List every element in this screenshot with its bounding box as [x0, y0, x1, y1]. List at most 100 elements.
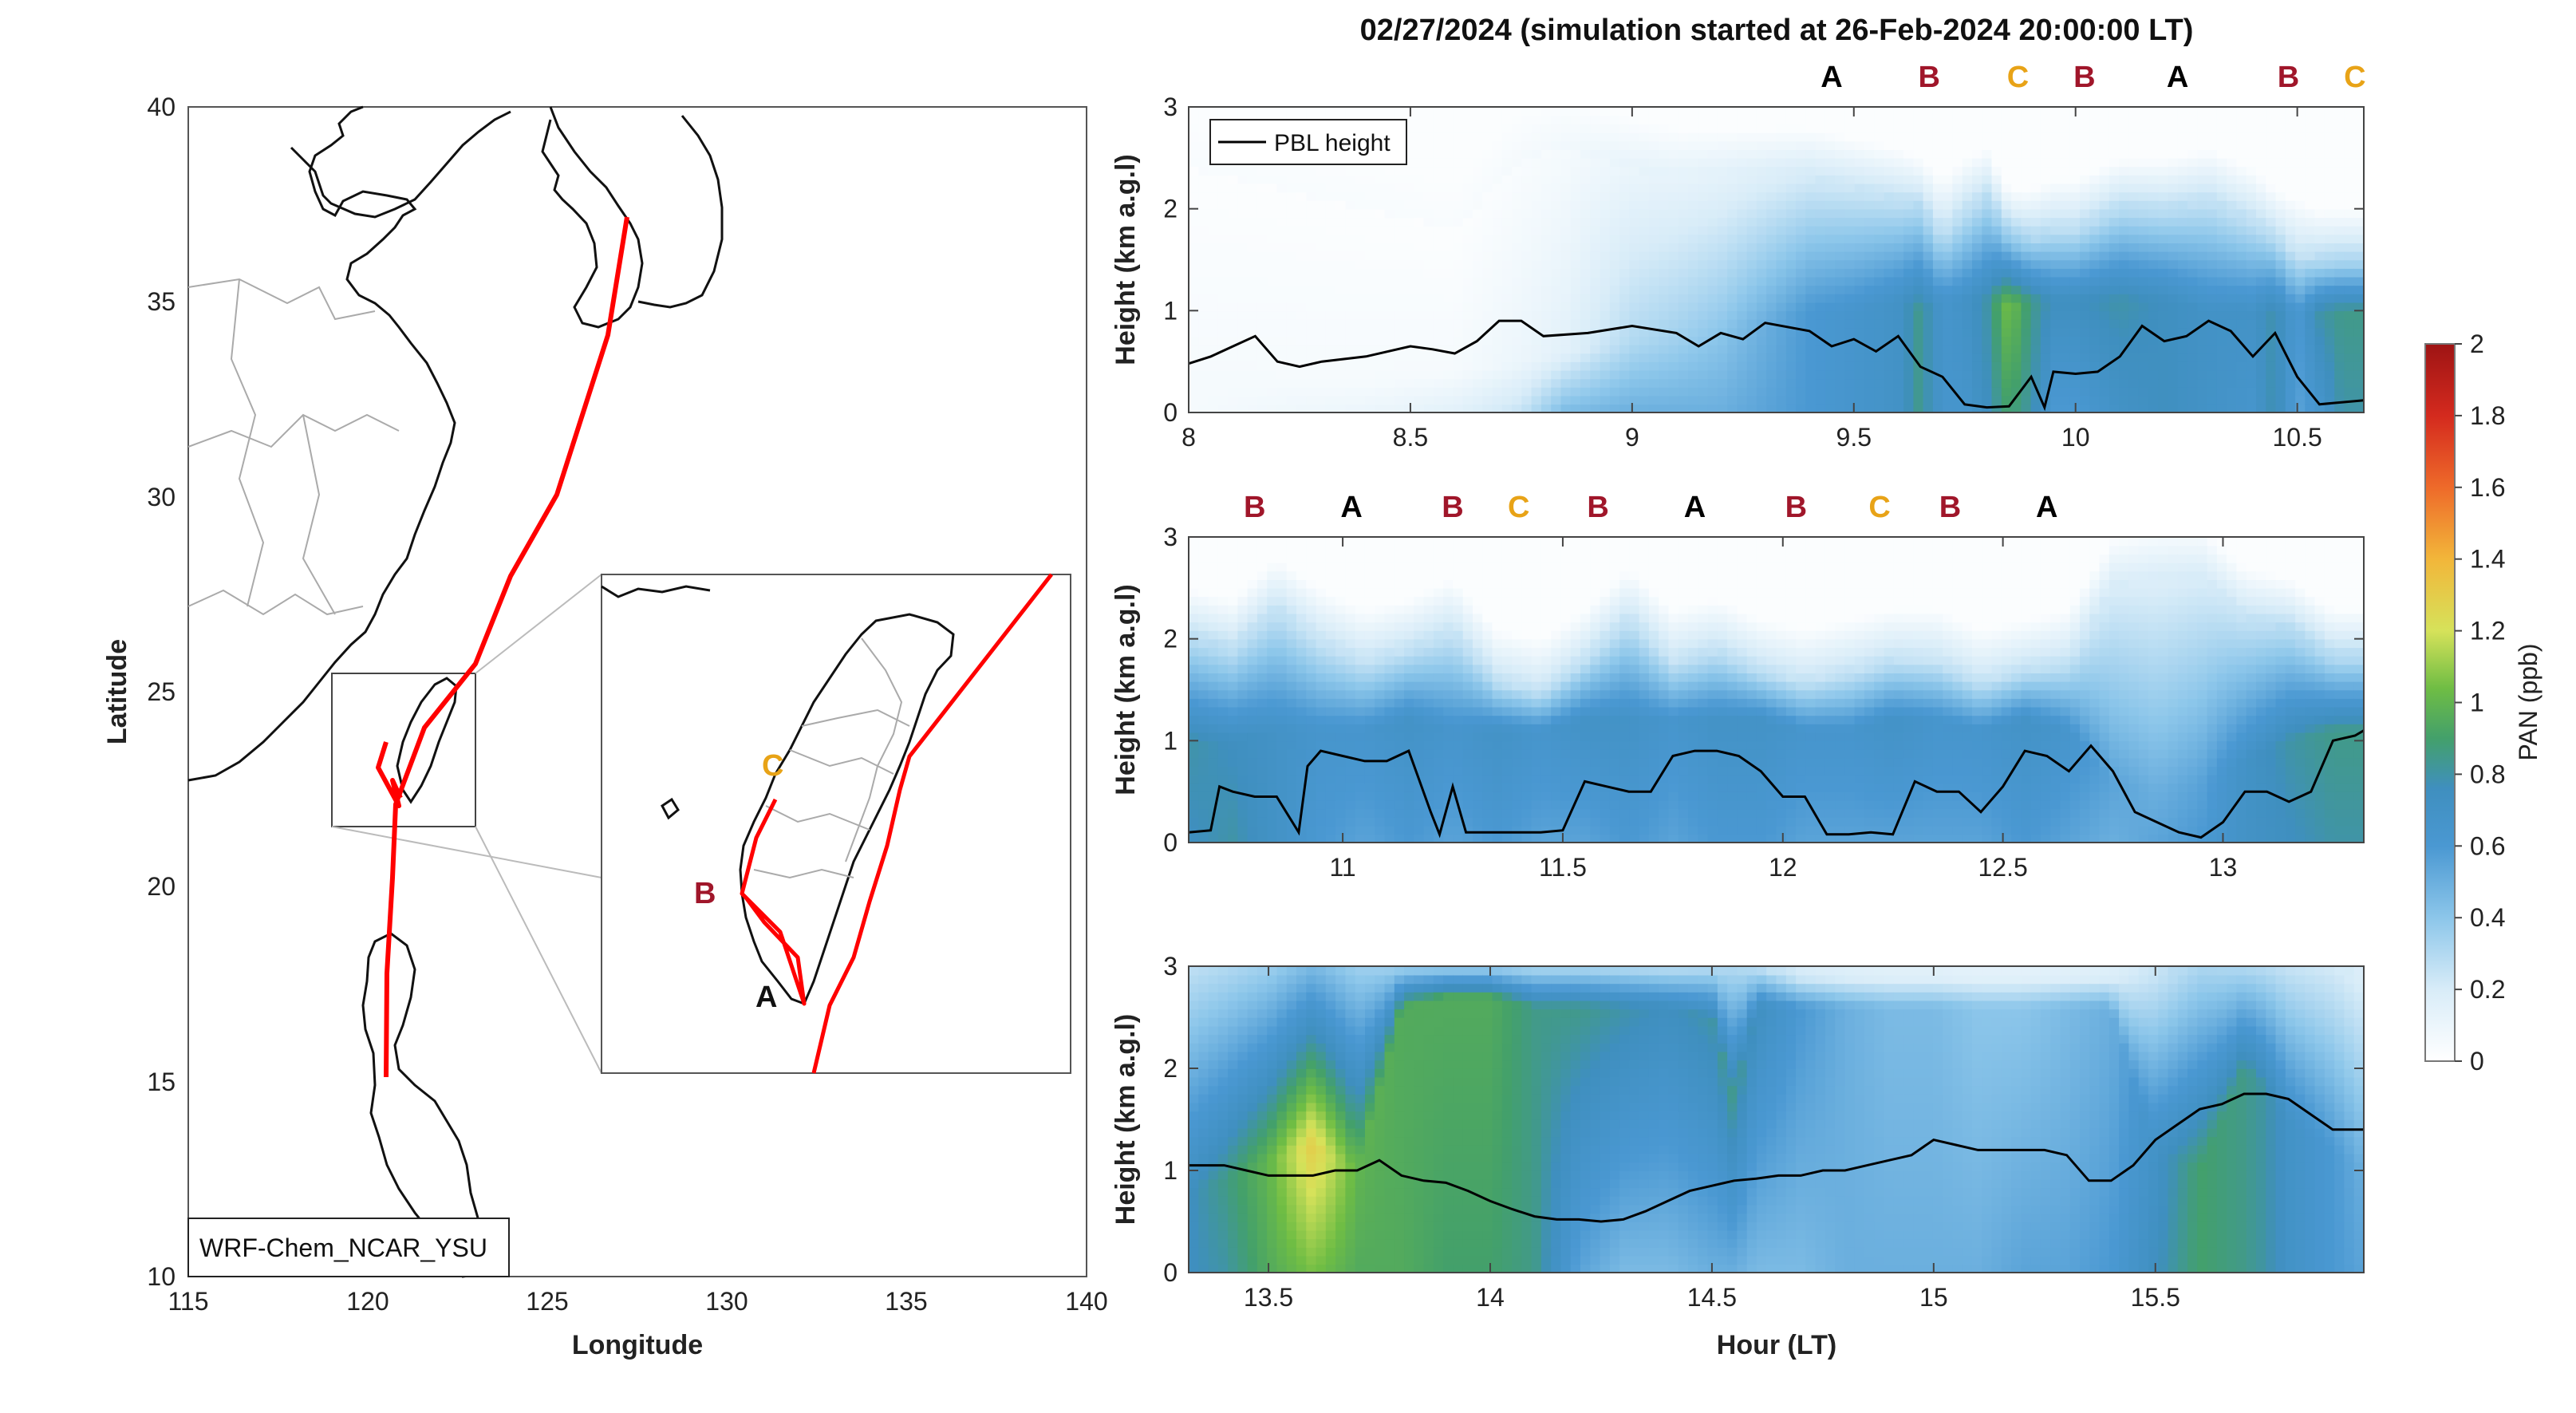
heatmap-cell — [1385, 370, 1395, 379]
heatmap-cell — [2247, 336, 2257, 345]
heatmap-cell — [1414, 243, 1424, 251]
heatmap-cell — [1913, 107, 1923, 116]
heatmap-cell — [1189, 132, 1199, 141]
heatmap-cell — [1267, 665, 1277, 673]
heatmap-cell — [2247, 107, 2257, 116]
heatmap-cell — [1287, 698, 1297, 707]
heatmap-cell — [1335, 647, 1346, 656]
heatmap-cell — [1864, 235, 1875, 243]
heatmap-cell — [1316, 268, 1327, 277]
heatmap-cell — [1766, 116, 1777, 124]
heatmap-cell — [1189, 175, 1199, 184]
heatmap-cell — [2197, 294, 2207, 302]
heatmap-cell — [1267, 800, 1277, 809]
heatmap-cell — [1355, 378, 1366, 387]
heatmap-cell — [2021, 396, 2031, 405]
heatmap-cell — [2266, 370, 2276, 379]
heatmap-cell — [2128, 184, 2139, 192]
heatmap-cell — [1747, 243, 1757, 251]
heatmap-cell — [1786, 226, 1797, 235]
heatmap-cell — [1698, 209, 1708, 218]
heatmap-cell — [1571, 345, 1581, 353]
heatmap-cell — [1639, 378, 1650, 387]
heatmap-cell — [1404, 361, 1414, 370]
heatmap-cell — [1835, 302, 1845, 311]
heatmap-cell — [1218, 698, 1229, 707]
heatmap-cell — [2119, 387, 2129, 396]
heatmap-cell — [1963, 251, 1973, 260]
heatmap-cell — [1267, 268, 1277, 277]
heatmap-cell — [1257, 707, 1268, 716]
heatmap-cell — [2061, 285, 2071, 294]
heatmap-cell — [1619, 378, 1630, 387]
heatmap-cell — [1698, 175, 1708, 184]
heatmap-cell — [2080, 132, 2090, 141]
heatmap-cell — [1493, 191, 1503, 200]
heatmap-cell — [2002, 141, 2012, 150]
heatmap-cell — [1395, 378, 1405, 387]
heatmap-cell — [2207, 200, 2218, 209]
heatmap-cell — [1287, 665, 1297, 673]
heatmap-cell — [1551, 260, 1561, 269]
heatmap-cell — [1796, 132, 1806, 141]
heatmap-cell — [1473, 378, 1483, 387]
heatmap-cell — [1287, 656, 1297, 665]
heatmap-cell — [1248, 319, 1258, 328]
heatmap-cell — [2050, 361, 2061, 370]
heatmap-cell — [1992, 319, 2002, 328]
heatmap-cell — [2207, 294, 2218, 302]
x-tick-label: 9.5 — [1836, 423, 1872, 452]
heatmap-cell — [1825, 302, 1836, 311]
heatmap-cell — [2041, 302, 2051, 311]
heatmap-cell — [1209, 319, 1219, 328]
heatmap-cell — [1874, 251, 1884, 260]
heatmap-cell — [1835, 116, 1845, 124]
heatmap-cell — [1669, 285, 1679, 294]
heatmap-cell — [1835, 226, 1845, 235]
heatmap-cell — [1619, 226, 1630, 235]
heatmap-cell — [2119, 107, 2129, 116]
heatmap-cell — [1453, 277, 1463, 286]
heatmap-cell — [2207, 235, 2218, 243]
heatmap-cell — [1287, 277, 1297, 286]
heatmap-cell — [1816, 387, 1826, 396]
heatmap-cell — [1649, 158, 1659, 167]
y-tick-label: 0 — [1163, 398, 1178, 427]
heatmap-cell — [1982, 116, 1992, 124]
heatmap-cell — [1277, 209, 1288, 218]
heatmap-cell — [1248, 724, 1258, 732]
heatmap-cell — [1561, 124, 1572, 132]
heatmap-cell — [1708, 345, 1718, 353]
heatmap-cell — [1541, 158, 1552, 167]
heatmap-cell — [1943, 132, 1953, 141]
heatmap-cell — [1952, 268, 1963, 277]
heatmap-cell — [1805, 217, 1816, 226]
heatmap-cell — [1923, 319, 1934, 328]
heatmap-cell — [1982, 175, 1992, 184]
heatmap-cell — [1228, 175, 1238, 184]
heatmap-cell — [1737, 116, 1747, 124]
heatmap-cell — [1541, 336, 1552, 345]
heatmap-cell — [2305, 217, 2315, 226]
heatmap-cell — [2266, 132, 2276, 141]
heatmap-cell — [1228, 217, 1238, 226]
heatmap-cell — [2286, 251, 2296, 260]
heatmap-cell — [1580, 370, 1591, 379]
heatmap-cell — [2148, 268, 2159, 277]
heatmap-cell — [1326, 597, 1336, 606]
heatmap-cell — [1532, 107, 1542, 116]
heatmap-cell — [1874, 158, 1884, 167]
heatmap-cell — [1335, 605, 1346, 614]
heatmap-cell — [1835, 353, 1845, 362]
heatmap-cell — [1963, 226, 1973, 235]
heatmap-cell — [1237, 167, 1248, 176]
heatmap-cell — [1580, 175, 1591, 184]
heatmap-cell — [2236, 209, 2247, 218]
heatmap-cell — [1335, 235, 1346, 243]
heatmap-cell — [1551, 209, 1561, 218]
heatmap-cell — [1757, 310, 1767, 319]
heatmap-cell — [1267, 707, 1277, 716]
heatmap-cell — [1571, 294, 1581, 302]
heatmap-cell — [2295, 217, 2306, 226]
heatmap-cell — [1287, 597, 1297, 606]
